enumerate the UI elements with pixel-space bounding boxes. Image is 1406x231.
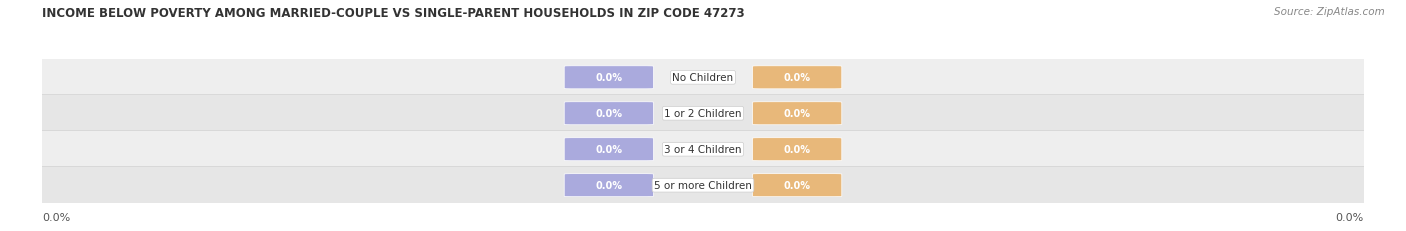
FancyBboxPatch shape — [564, 67, 654, 89]
Text: 0.0%: 0.0% — [595, 145, 623, 155]
FancyBboxPatch shape — [564, 138, 654, 161]
Text: INCOME BELOW POVERTY AMONG MARRIED-COUPLE VS SINGLE-PARENT HOUSEHOLDS IN ZIP COD: INCOME BELOW POVERTY AMONG MARRIED-COUPL… — [42, 7, 745, 20]
Text: 0.0%: 0.0% — [783, 145, 811, 155]
FancyBboxPatch shape — [564, 102, 654, 125]
Text: 0.0%: 0.0% — [783, 180, 811, 190]
FancyBboxPatch shape — [752, 174, 842, 197]
Text: 0.0%: 0.0% — [1336, 212, 1364, 222]
Text: No Children: No Children — [672, 73, 734, 83]
FancyBboxPatch shape — [30, 131, 1376, 168]
FancyBboxPatch shape — [30, 167, 1376, 204]
Text: 0.0%: 0.0% — [595, 73, 623, 83]
Text: 5 or more Children: 5 or more Children — [654, 180, 752, 190]
FancyBboxPatch shape — [752, 138, 842, 161]
Text: 0.0%: 0.0% — [595, 180, 623, 190]
FancyBboxPatch shape — [30, 59, 1376, 97]
Text: 0.0%: 0.0% — [783, 109, 811, 119]
Text: Source: ZipAtlas.com: Source: ZipAtlas.com — [1274, 7, 1385, 17]
Text: 0.0%: 0.0% — [595, 109, 623, 119]
Text: 1 or 2 Children: 1 or 2 Children — [664, 109, 742, 119]
FancyBboxPatch shape — [752, 102, 842, 125]
Text: 3 or 4 Children: 3 or 4 Children — [664, 145, 742, 155]
FancyBboxPatch shape — [30, 95, 1376, 132]
FancyBboxPatch shape — [752, 67, 842, 89]
Text: 0.0%: 0.0% — [42, 212, 70, 222]
Text: 0.0%: 0.0% — [783, 73, 811, 83]
FancyBboxPatch shape — [564, 174, 654, 197]
